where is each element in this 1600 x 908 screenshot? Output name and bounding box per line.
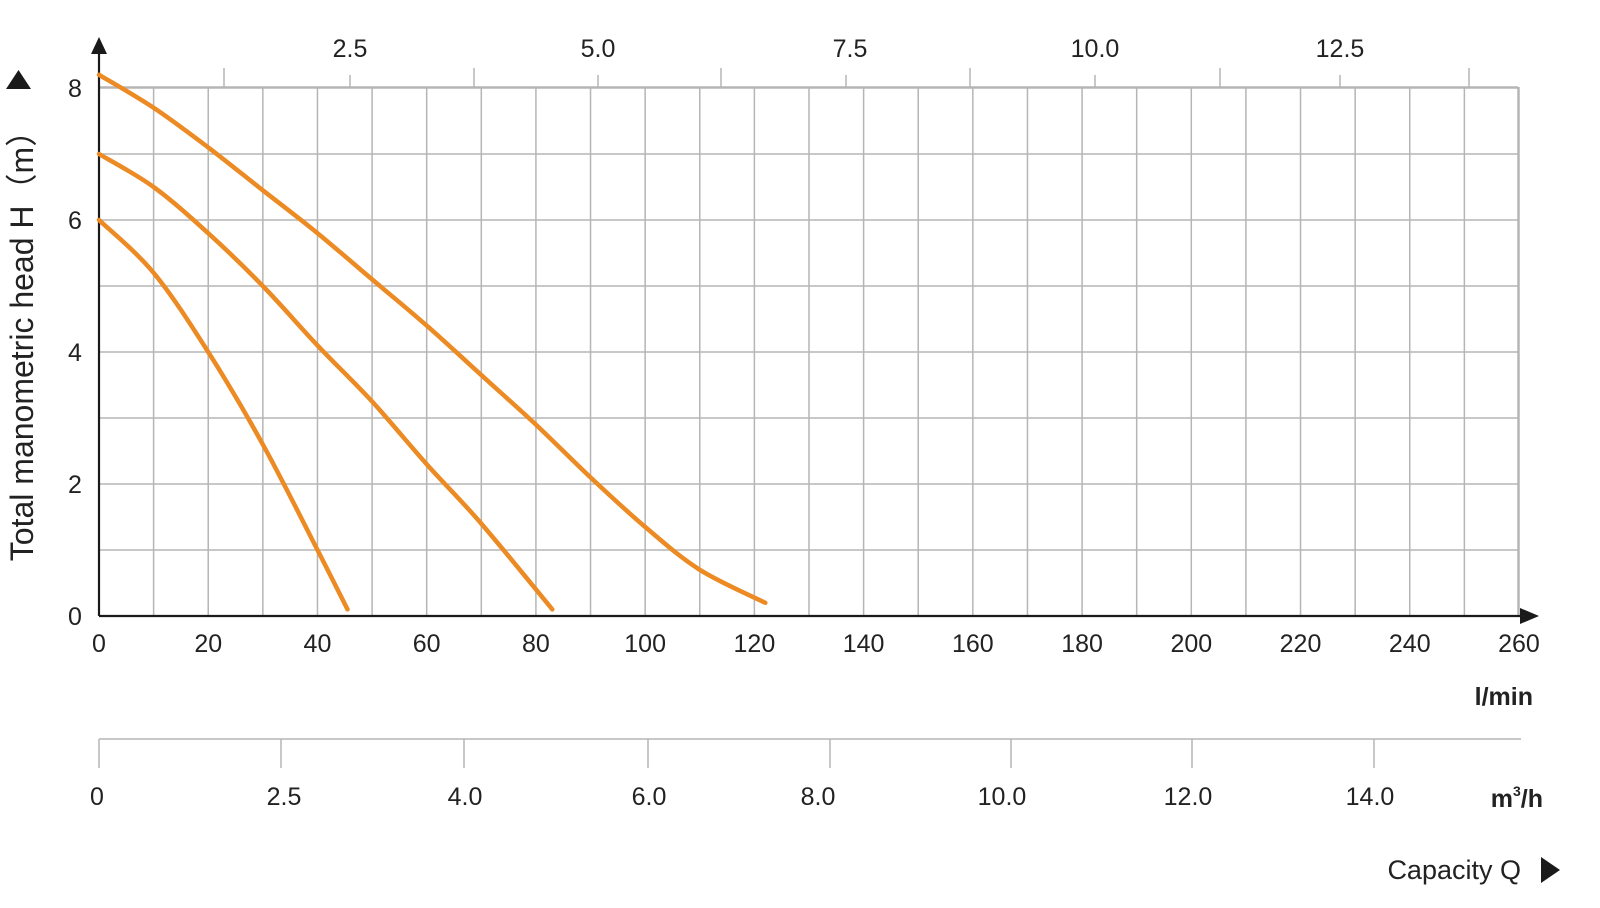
x-tick-label: 180 — [1061, 630, 1103, 658]
series-line-2 — [96, 151, 555, 612]
x-tick-label: 260 — [1498, 630, 1540, 658]
bottom-tick-label: 14.0 — [1346, 783, 1395, 811]
y-tick-label: 4 — [68, 339, 82, 367]
top-tick-label: 2.5 — [333, 35, 368, 63]
x-axis-title: Capacity Q — [1387, 855, 1521, 885]
y-tick-label: 0 — [68, 603, 82, 631]
x-tick-label: 200 — [1170, 630, 1212, 658]
x-unit-label: l/min — [1475, 683, 1533, 711]
x2-unit-superscript: 3 — [1513, 783, 1521, 799]
bottom-tick-label: 0 — [90, 783, 104, 811]
top-tick-label: 5.0 — [581, 35, 616, 63]
x-tick-label: 160 — [952, 630, 994, 658]
top-tick-label: 10.0 — [1071, 35, 1120, 63]
y-tick-label: 2 — [68, 471, 82, 499]
bottom-tick-label: 4.0 — [448, 783, 483, 811]
x-axis-arrowhead — [1520, 608, 1539, 624]
y-axis-arrowhead — [91, 37, 107, 54]
x2-unit-label: m3/h — [1491, 783, 1543, 813]
series-line-3 — [96, 72, 768, 606]
bottom-tick-label: 2.5 — [267, 783, 302, 811]
x-tick-label: 120 — [734, 630, 776, 658]
x-tick-label: 140 — [843, 630, 885, 658]
y-axis-arrow-icon — [6, 70, 31, 89]
series-line-1 — [96, 217, 350, 612]
grid — [99, 86, 1520, 616]
top-tick-label: 7.5 — [833, 35, 868, 63]
x-tick-label: 0 — [92, 630, 106, 658]
x-tick-label: 40 — [304, 630, 332, 658]
x-tick-label: 20 — [194, 630, 222, 658]
x-tick-label: 220 — [1280, 630, 1322, 658]
bottom-tick-label: 10.0 — [978, 783, 1027, 811]
series-group — [96, 72, 768, 612]
x-tick-label: 80 — [522, 630, 550, 658]
axes — [91, 37, 1539, 768]
x-tick-label: 100 — [624, 630, 666, 658]
bottom-tick-label: 12.0 — [1164, 783, 1213, 811]
y-axis-title: Total manometric head H（m） — [4, 115, 40, 561]
x-tick-label: 60 — [413, 630, 441, 658]
labels: 0 20 40 60 80 100 120 140 160 180 200 220 240 2600246… — [68, 35, 1540, 811]
bottom-tick-label: 8.0 — [801, 783, 836, 811]
y-tick-label: 8 — [68, 75, 82, 103]
capacity-arrow-icon — [1541, 857, 1560, 883]
top-tick-label: 12.5 — [1316, 35, 1365, 63]
x-tick-label: 240 — [1389, 630, 1431, 658]
bottom-tick-label: 6.0 — [632, 783, 667, 811]
y-tick-label: 6 — [68, 207, 82, 235]
